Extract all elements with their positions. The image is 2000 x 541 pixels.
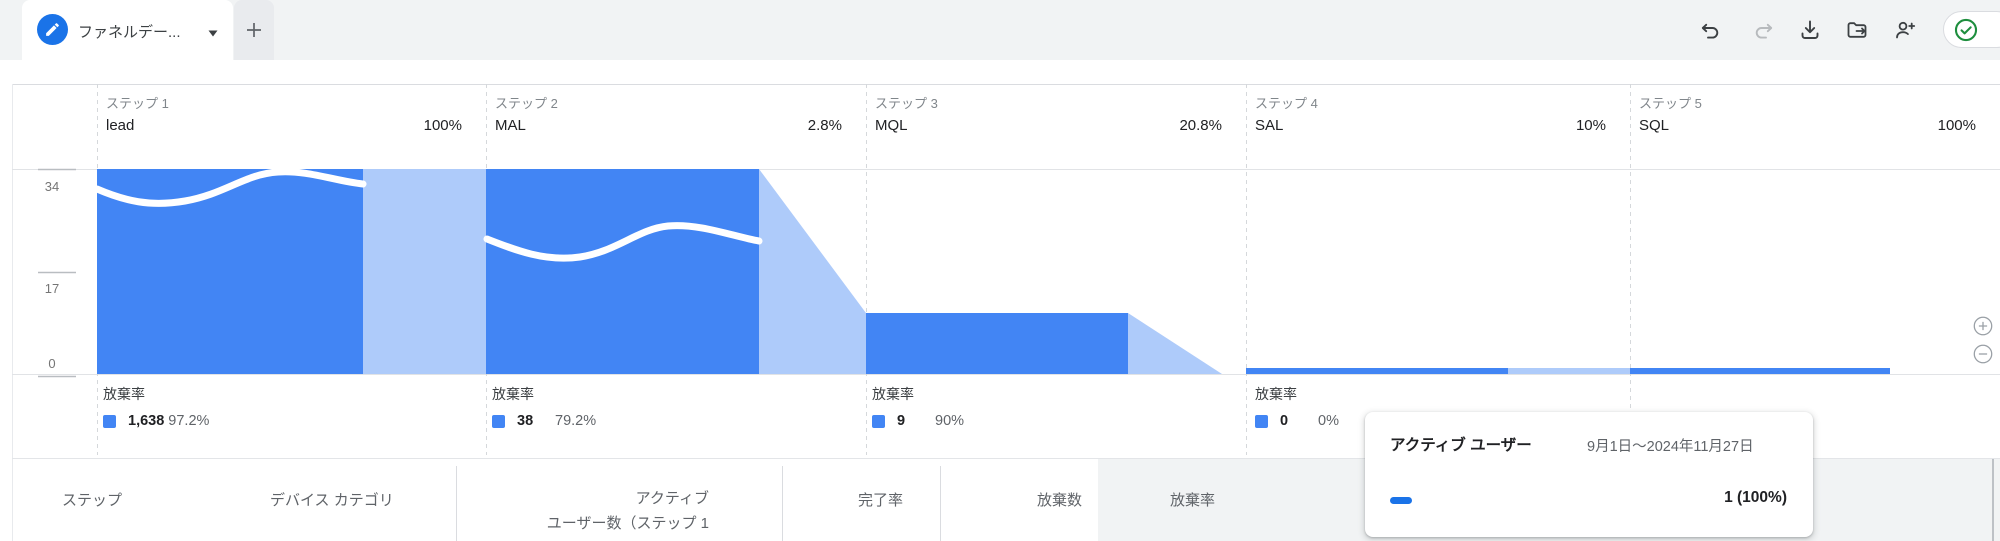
step-header-4: ステップ 4 SAL 10% xyxy=(1246,93,1630,134)
abandonment-label: 放棄率 xyxy=(492,386,534,402)
plus-icon xyxy=(247,23,261,37)
column-header-abandonment-rate[interactable]: 放棄率 xyxy=(1170,492,1216,509)
step-label: ステップ 4 xyxy=(1255,96,1318,111)
y-tick-0: 0 xyxy=(48,356,56,371)
abandonment-step-4: 放棄率 0 0% xyxy=(1255,384,1339,429)
tab-bar: ファネルデー... xyxy=(0,0,2000,60)
abandonment-count: 38 xyxy=(517,413,534,429)
step-rate: 20.8% xyxy=(1179,117,1222,134)
abandonment-step-2: 放棄率 38 79.2% xyxy=(492,384,596,429)
step-header-1: ステップ 1 lead 100% xyxy=(97,93,486,134)
step-rate: 100% xyxy=(423,117,462,134)
legend-swatch xyxy=(103,414,116,428)
tooltip-title: アクティブ ユーザー xyxy=(1390,437,1532,454)
column-header-device-category[interactable]: デバイス カテゴリ xyxy=(270,492,394,509)
abandonment-rate: 0% xyxy=(1318,413,1339,429)
abandonment-rate: 79.2% xyxy=(555,413,597,429)
legend-swatch xyxy=(872,414,885,428)
funnel-bar-step-2[interactable] xyxy=(486,169,759,374)
y-tick-34: 34 xyxy=(44,179,60,194)
pencil-icon xyxy=(46,23,59,36)
funnel-bar-step-5[interactable] xyxy=(1630,368,1890,374)
chart-tooltip: アクティブ ユーザー 9月1日～2024年11月27日 1 (100%) xyxy=(1365,412,1813,537)
abandonment-rate: 90% xyxy=(935,413,965,429)
step-label: ステップ 2 xyxy=(495,96,558,111)
step-rate: 100% xyxy=(1937,117,1976,134)
check-circle-icon xyxy=(1954,18,1978,41)
step-label: ステップ 5 xyxy=(1639,96,1702,111)
funnel-bar-step-4[interactable] xyxy=(1246,368,1508,374)
column-divider xyxy=(456,466,457,541)
abandonment-count: 1,638 xyxy=(128,413,165,429)
abandonment-label: 放棄率 xyxy=(1255,386,1297,402)
column-header-abandonments[interactable]: 放棄数 xyxy=(1036,492,1082,509)
column-divider xyxy=(940,466,941,541)
funnel-bar-step-3[interactable] xyxy=(866,313,1128,374)
step-label: ステップ 1 xyxy=(106,96,169,111)
column-divider xyxy=(782,466,783,541)
step-rate: 10% xyxy=(1575,117,1606,134)
tab-title: ファネルデー... xyxy=(78,24,181,41)
column-header-active-users-line2[interactable]: ユーザー数（ステップ 1 xyxy=(546,515,709,532)
abandonment-count: 9 xyxy=(897,413,906,429)
step-name: MAL xyxy=(495,117,526,134)
step-header-5: ステップ 5 SQL 100% xyxy=(1630,93,2000,134)
chevron-down-icon[interactable] xyxy=(207,25,219,43)
step-header-2: ステップ 2 MAL 2.8% xyxy=(486,93,866,134)
abandonment-count: 0 xyxy=(1280,413,1289,429)
step-name: lead xyxy=(106,117,135,134)
funnel-connector-2-3[interactable] xyxy=(759,169,866,374)
pencil-icon xyxy=(37,14,68,45)
abandonment-label: 放棄率 xyxy=(103,386,145,402)
abandonment-step-3: 放棄率 9 90% xyxy=(872,384,964,429)
column-header-step[interactable]: ステップ xyxy=(62,492,123,509)
column-header-active-users-line1[interactable]: アクティブ xyxy=(635,490,709,507)
y-tick-17: 17 xyxy=(44,281,60,296)
download-icon[interactable] xyxy=(1798,18,1822,42)
tooltip-date-range: 9月1日～2024年11月27日 xyxy=(1587,439,1754,455)
funnel-connector-3-4[interactable] xyxy=(1128,313,1222,374)
table-top-border xyxy=(12,458,2000,459)
step-rate: 2.8% xyxy=(807,117,842,134)
plus-icon xyxy=(1978,321,1988,331)
clipped-wave-step-1 xyxy=(93,168,367,207)
abandonment-step-1: 放棄率 1,638 97.2% xyxy=(103,384,209,429)
legend-swatch xyxy=(492,414,505,428)
zoom-out-button[interactable] xyxy=(1972,343,1994,365)
status-pill[interactable] xyxy=(1943,11,2000,48)
tooltip-series-swatch xyxy=(1390,497,1412,504)
export-folder-icon[interactable] xyxy=(1845,18,1869,42)
zoom-in-button[interactable] xyxy=(1972,315,1994,337)
column-header-completion-rate[interactable]: 完了率 xyxy=(857,492,903,509)
abandonment-rate: 97.2% xyxy=(168,413,210,429)
redo-button[interactable] xyxy=(1752,18,1776,42)
add-tab-button[interactable] xyxy=(234,0,274,60)
clipped-wave-step-2 xyxy=(483,222,763,262)
funnel-connector-4-5[interactable] xyxy=(1508,368,1630,374)
legend-swatch xyxy=(1255,414,1268,428)
undo-button[interactable] xyxy=(1698,18,1722,42)
tab-funnel-exploration[interactable]: ファネルデー... xyxy=(22,0,233,60)
step-label: ステップ 3 xyxy=(875,96,938,111)
funnel-connector-1-2[interactable] xyxy=(363,169,486,374)
share-person-add-icon[interactable] xyxy=(1893,18,1917,42)
panel-right-border xyxy=(1992,459,1994,541)
step-header-3: ステップ 3 MQL 20.8% xyxy=(866,93,1246,134)
step-name: MQL xyxy=(875,117,908,134)
step-name: SAL xyxy=(1255,117,1284,134)
step-name: SQL xyxy=(1639,117,1670,134)
abandonment-label: 放棄率 xyxy=(872,386,914,402)
tooltip-value: 1 (100%) xyxy=(1724,489,1787,506)
